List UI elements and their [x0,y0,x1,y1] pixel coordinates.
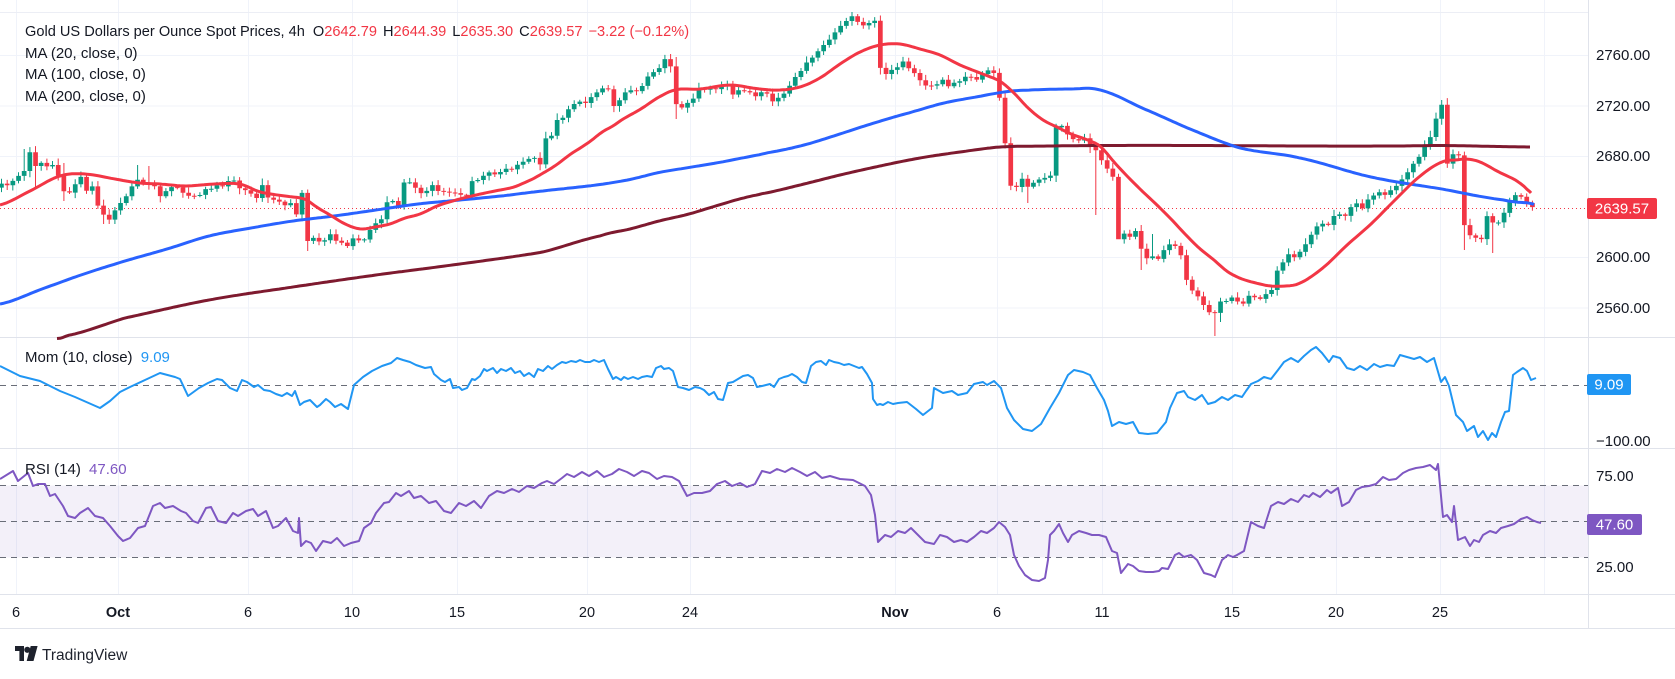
svg-text:10: 10 [344,605,360,621]
svg-text:47.60: 47.60 [1596,517,1634,534]
svg-text:−100.00: −100.00 [1596,433,1651,450]
svg-text:24: 24 [682,605,698,621]
svg-text:RSI (14) 47.60: RSI (14) 47.60 [25,461,127,478]
svg-text:20: 20 [579,605,595,621]
svg-text:9.09: 9.09 [1594,377,1623,394]
svg-text:25.00: 25.00 [1596,559,1634,576]
svg-text:2680.00: 2680.00 [1596,148,1650,165]
svg-text:75.00: 75.00 [1596,468,1634,485]
svg-text:20: 20 [1328,605,1344,621]
svg-text:6: 6 [244,605,252,621]
svg-text:11: 11 [1094,605,1109,621]
svg-text:Oct: Oct [106,605,130,621]
svg-text:Nov: Nov [881,605,908,621]
svg-text:2560.00: 2560.00 [1596,300,1650,317]
svg-text:2639.57: 2639.57 [1595,201,1649,218]
svg-text:MA (100, close, 0): MA (100, close, 0) [25,66,146,83]
svg-text:Mom (10, close) 9.09: Mom (10, close) 9.09 [25,349,170,366]
svg-text:15: 15 [449,605,465,621]
svg-text:2720.00: 2720.00 [1596,98,1650,115]
svg-text:MA (200, close, 0): MA (200, close, 0) [25,88,146,105]
svg-text:15: 15 [1224,605,1240,621]
svg-text:6: 6 [12,605,20,621]
svg-text:MA (20, close, 0): MA (20, close, 0) [25,45,138,62]
svg-text:2600.00: 2600.00 [1596,249,1650,266]
svg-text:25: 25 [1432,605,1448,621]
svg-text:TradingView: TradingView [42,647,128,664]
svg-text:Gold US Dollars per Ounce Spot: Gold US Dollars per Ounce Spot Prices, 4… [25,24,689,40]
svg-text:2760.00: 2760.00 [1596,47,1650,64]
svg-text:6: 6 [993,605,1001,621]
